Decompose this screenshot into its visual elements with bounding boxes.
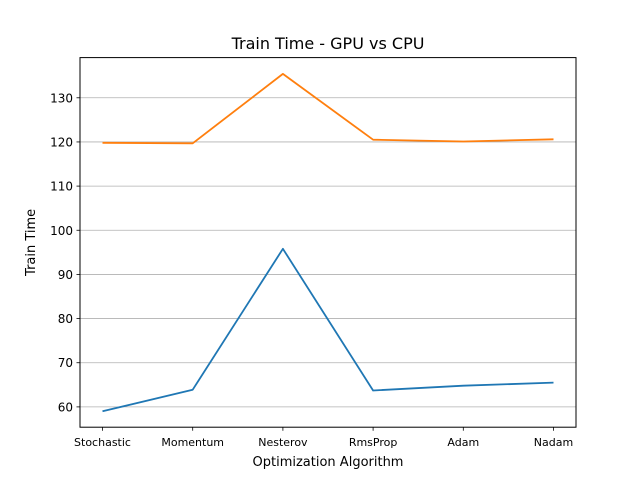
series-line-2 [102, 73, 554, 145]
x-tick-label: Momentum [161, 436, 224, 449]
y-tick-label: 70 [58, 356, 73, 370]
y-tick-label: 90 [58, 268, 73, 282]
x-tick-label: Nadam [534, 436, 573, 449]
y-tick-label: 110 [50, 180, 73, 194]
x-axis: Stochastic Momentum Nesterov RmsProp Adam Nad… [74, 427, 573, 449]
x-axis-label: Optimization Algorithm [253, 455, 404, 470]
x-tick-label: Stochastic [74, 436, 131, 449]
y-axis: 60 70 80 90 100 110 120 130 [50, 91, 80, 414]
y-axis-label: Train Time [24, 209, 39, 277]
y-tick-label: 80 [58, 312, 73, 326]
series-lines [102, 73, 554, 413]
y-tick-label: 60 [58, 400, 73, 414]
grid-lines [80, 97, 576, 408]
chart-title: Train Time - GPU vs CPU [231, 34, 425, 53]
y-tick-label: 120 [50, 135, 73, 149]
x-tick-label: Nesterov [258, 436, 308, 449]
x-tick-label: RmsProp [349, 436, 398, 449]
y-tick-label: 130 [50, 91, 73, 105]
x-tick-label: Adam [447, 436, 479, 449]
y-tick-label: 100 [50, 224, 73, 238]
plot-frame [79, 57, 577, 428]
series-line-1 [102, 247, 554, 413]
